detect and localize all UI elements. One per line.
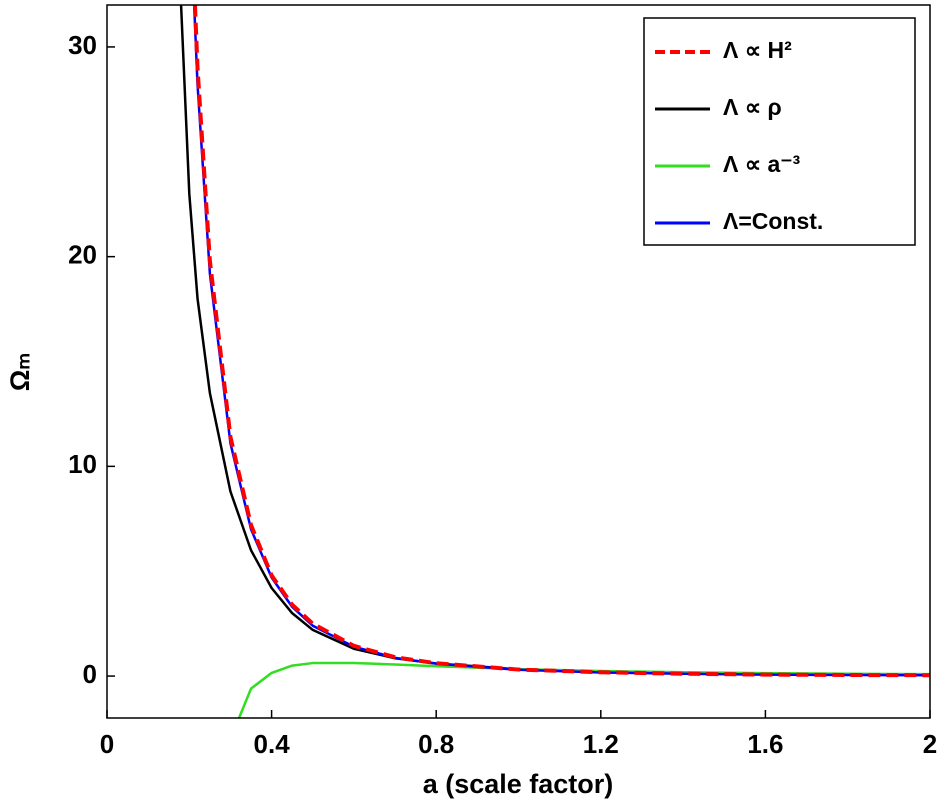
x-tick-label: 0.8 [418,729,454,759]
plot-area [179,5,930,718]
legend-label: Λ ∝ H² [723,37,792,63]
y-tick-label: 0 [83,659,97,689]
series-line [192,5,930,678]
y-tick-label: 20 [68,240,97,270]
legend-label: Λ=Const. [723,208,823,234]
x-tick-label: 1.6 [747,729,783,759]
x-tick-label: 0.4 [254,729,291,759]
x-tick-label: 0 [100,729,114,759]
legend-label: Λ ∝ a⁻³ [723,151,800,177]
plot-frame [106,4,931,719]
legend-label: Λ ∝ ρ [723,94,782,120]
x-tick-label: 2 [923,729,937,759]
x-axis-title: a (scale factor) [423,769,614,799]
y-tick-label: 10 [68,449,97,479]
legend-box [643,17,916,246]
y-axis-title: Ωₘ [5,353,35,391]
y-tick-label: 30 [68,30,97,60]
x-tick-label: 1.2 [583,729,619,759]
